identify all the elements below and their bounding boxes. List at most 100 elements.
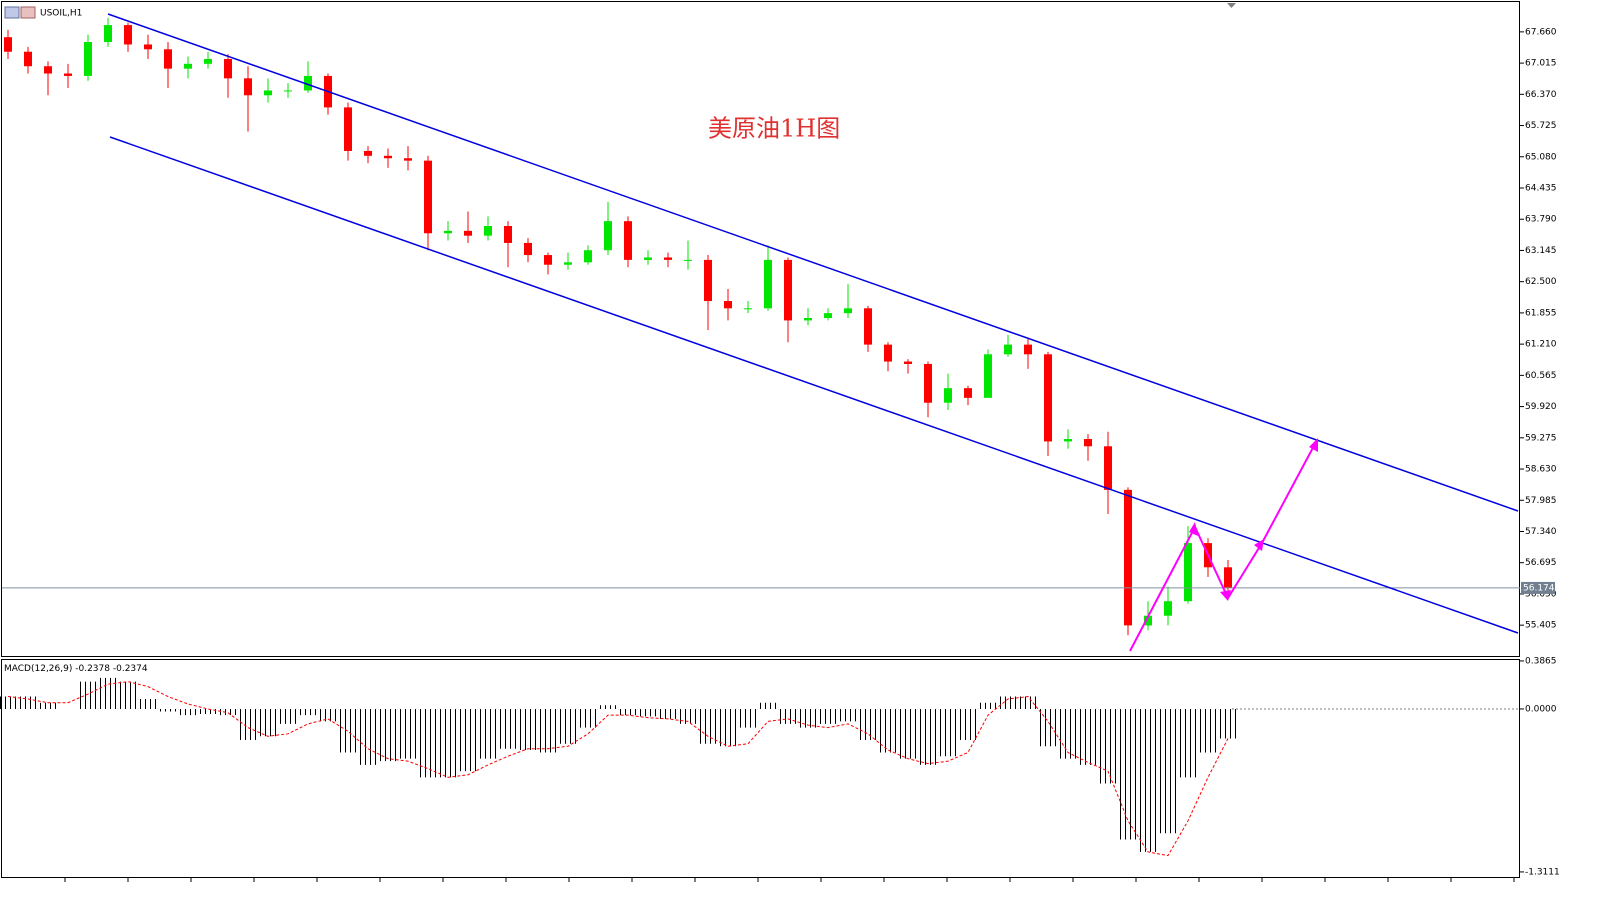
last-price-label: 56.174 — [1523, 583, 1555, 593]
candle-body — [404, 158, 412, 161]
candle-body — [224, 58, 232, 79]
y-tick-label: 0.3865 — [1525, 656, 1557, 666]
macd-value: -0.2378 — [75, 664, 110, 674]
candle-body — [584, 250, 592, 263]
candle-body — [784, 259, 792, 321]
arrow-head — [1254, 539, 1264, 551]
y-tick-label: -1.3111 — [1525, 867, 1560, 877]
y-tick-label: 62.500 — [1525, 277, 1557, 287]
candle-body — [164, 49, 172, 69]
symbol-title: USOIL,H1 — [40, 9, 82, 19]
candle-body — [464, 230, 472, 236]
forecast-zigzag — [1129, 524, 1263, 652]
candle-body — [264, 90, 272, 96]
macd-name: MACD(12,26,9) — [4, 664, 72, 674]
candle-body — [524, 242, 532, 256]
candle-body — [124, 25, 132, 45]
y-tick-label: 57.340 — [1525, 527, 1557, 537]
y-tick-label: 56.050 — [1525, 589, 1557, 599]
y-tick-label: 60.565 — [1525, 371, 1557, 381]
candle-body — [884, 344, 892, 362]
forecast-arrow — [1261, 441, 1317, 544]
candle-body — [284, 90, 292, 92]
candle-body — [824, 313, 832, 318]
candle-body — [1164, 601, 1172, 616]
candle-body — [504, 226, 512, 243]
y-tick-label: 65.080 — [1525, 152, 1557, 162]
candle-body — [4, 37, 12, 52]
candle-body — [944, 388, 952, 403]
candle-body — [704, 259, 712, 302]
annotation: 美原油1H图 — [708, 115, 840, 143]
candle-body — [104, 25, 112, 43]
candle-body — [44, 66, 52, 74]
candle-body — [964, 388, 972, 398]
candle-body — [1064, 439, 1072, 442]
candle-body — [424, 160, 432, 234]
candle-body — [444, 230, 452, 234]
candle-body — [664, 257, 672, 260]
candle-body — [604, 221, 612, 251]
candle-body — [244, 78, 252, 96]
candle-body — [684, 259, 692, 261]
arrow-head — [1220, 590, 1231, 601]
y-tick-label: 61.855 — [1525, 308, 1557, 318]
arrow-head — [1189, 522, 1198, 536]
candle-body — [764, 259, 772, 309]
y-tick-label: 59.920 — [1525, 402, 1557, 412]
y-tick-label: 57.985 — [1525, 496, 1557, 506]
arrow-head — [1309, 438, 1318, 452]
forecast-path — [1129, 441, 1317, 652]
candle-body — [184, 63, 192, 69]
candle-body — [1004, 344, 1012, 355]
candle-body — [724, 301, 732, 309]
y-tick-label: 63.790 — [1525, 215, 1557, 225]
signal-line — [7, 681, 1229, 857]
price-panel — [1, 1, 1520, 657]
candle-body — [844, 308, 852, 314]
y-tick-label: 66.370 — [1525, 90, 1557, 100]
y-tick-label: 0.0000 — [1525, 704, 1557, 714]
candle-body — [144, 44, 152, 50]
y-tick-label: 55.405 — [1525, 621, 1557, 631]
candle-body — [1024, 344, 1032, 355]
candle-body — [1124, 489, 1132, 626]
y-tick-label: 63.145 — [1525, 246, 1557, 256]
candle-body — [384, 155, 392, 159]
y-tick-label: 59.275 — [1525, 433, 1557, 443]
y-tick-label: 58.630 — [1525, 465, 1557, 475]
candle-body — [904, 361, 912, 364]
candle-body — [64, 73, 72, 76]
candle-body — [644, 257, 652, 260]
candle-body — [544, 255, 552, 265]
channel-upper — [107, 13, 1519, 512]
candle-body — [84, 42, 92, 76]
candle-body — [624, 221, 632, 260]
y-tick-label: 64.435 — [1525, 183, 1557, 193]
candle-body — [744, 308, 752, 310]
candle-body — [484, 226, 492, 236]
y-tick-label: 67.660 — [1525, 27, 1557, 37]
candle-body — [1184, 543, 1192, 602]
candle-body — [1144, 615, 1152, 626]
shift-marker — [1227, 3, 1236, 8]
candle-body — [364, 150, 372, 156]
channel-lower — [109, 136, 1519, 634]
candle-body — [984, 354, 992, 398]
symbol-icon — [4, 6, 20, 19]
candle-body — [1224, 567, 1232, 589]
candle-body — [924, 363, 932, 403]
candle-body — [204, 58, 212, 64]
y-tick-label: 67.015 — [1525, 59, 1557, 69]
candle-body — [564, 262, 572, 265]
y-tick-label: 65.725 — [1525, 121, 1557, 131]
symbol-icon — [20, 6, 36, 19]
signal-value: -0.2374 — [113, 664, 148, 674]
y-tick-label: 56.695 — [1525, 558, 1557, 568]
candle-body — [24, 51, 32, 67]
macd-panel — [1, 659, 1520, 878]
candle-body — [864, 308, 872, 345]
last-price-box — [1521, 581, 1555, 594]
